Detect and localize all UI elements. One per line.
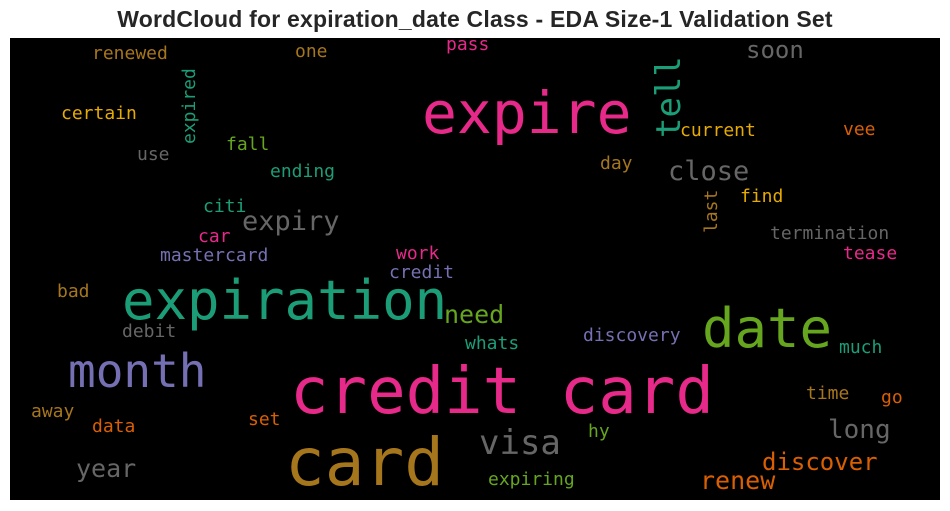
word-credit-card: credit card [290,355,714,429]
word-ending: ending [270,161,336,182]
word-set: set [248,409,281,430]
word-whats: whats [465,333,520,354]
word-expiry: expiry [242,206,340,237]
word-month: month [68,344,207,398]
word-soon: soon [746,38,804,64]
word-close: close [668,156,750,187]
word-year: year [76,454,137,483]
word-renewed: renewed [92,43,168,64]
word-time: time [806,383,850,404]
word-certain: certain [61,103,137,124]
word-date: date [702,297,833,360]
word-expire: expire [422,79,632,147]
word-go: go [881,387,903,408]
word-last: last [701,189,722,233]
word-expiration: expiration [122,269,448,332]
word-day: day [600,153,633,174]
word-discover: discover [762,448,878,476]
word-vee: vee [843,119,876,140]
word-expiring: expiring [488,469,575,490]
word-one: one [295,41,328,62]
word-away: away [31,401,75,422]
word-data: data [92,416,136,437]
word-find: find [740,186,784,207]
word-much: much [839,337,883,358]
word-use: use [137,144,170,165]
word-car: car [198,226,231,247]
word-renew: renew [700,466,776,495]
word-mastercard: mastercard [160,245,269,266]
word-discovery: discovery [583,325,681,346]
word-fall: fall [226,134,270,155]
wordcloud-canvas: card credit card expiration expire date month… [10,38,940,500]
word-citi: citi [203,196,247,217]
word-need: need [444,300,505,329]
word-bad: bad [57,281,90,302]
word-pass: pass [446,38,490,55]
word-work: work [396,243,440,264]
word-hy: hy [588,421,610,442]
word-expired: expired [179,68,200,144]
word-visa: visa [479,423,561,463]
word-tease: tease [843,243,898,264]
word-termination: termination [770,223,890,244]
word-credit: credit [389,262,455,283]
chart-title: WordCloud for expiration_date Class - ED… [117,6,833,32]
word-debit: debit [122,321,177,342]
word-card: card [285,424,444,500]
word-long: long [828,415,891,445]
word-current: current [680,120,756,141]
